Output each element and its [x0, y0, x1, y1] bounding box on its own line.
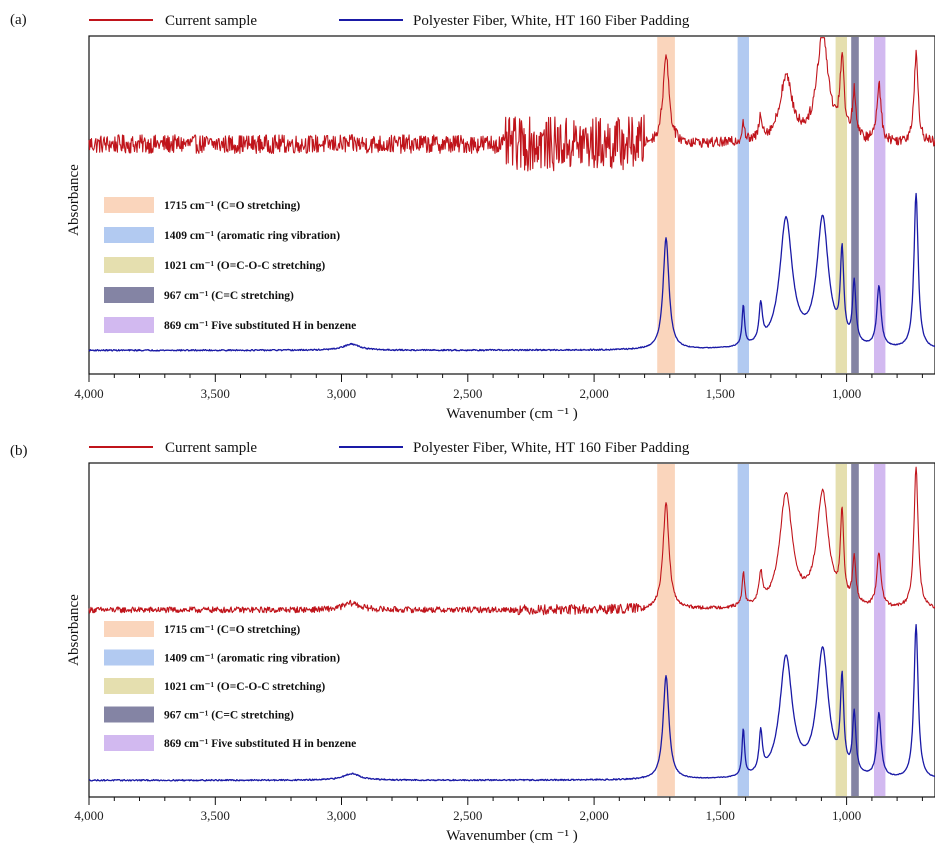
y-axis-title-a: Absorbance — [66, 164, 82, 236]
tick-label-4000-a: 4,000 — [74, 386, 103, 401]
band-1715-b — [657, 464, 675, 796]
band-967-a — [851, 37, 859, 373]
band-1409-b — [737, 464, 749, 796]
x-axis-title-a: Wavenumber (cm ⁻¹ ) — [446, 406, 578, 422]
band-swatch-1715-b — [104, 621, 154, 637]
x-axis-title-b: Wavenumber (cm ⁻¹ ) — [446, 828, 578, 844]
band-swatch-869-a — [104, 317, 154, 333]
band-legend-a: 1715 cm⁻¹ (C=O stretching) 1409 cm⁻¹ (aro… — [104, 197, 356, 333]
band-label-1409-b: 1409 cm⁻¹ (aromatic ring vibration) — [164, 653, 340, 665]
band-1715-a — [657, 37, 675, 373]
band-label-1715-b: 1715 cm⁻¹ (C=O stretching) — [164, 624, 300, 636]
band-label-967-a: 967 cm⁻¹ (C=C stretching) — [164, 290, 294, 302]
tick-label-1000-b: 1,000 — [832, 808, 861, 823]
band-label-1715-a: 1715 cm⁻¹ (C=O stretching) — [164, 200, 300, 212]
panel-b-letter: (b) — [10, 443, 28, 459]
tick-label-2500-a: 2,500 — [453, 386, 482, 401]
band-swatch-1409-a — [104, 227, 154, 243]
trace-reference-a — [88, 192, 935, 352]
bands-b — [657, 464, 886, 796]
legend-label-current-sample-b: Current sample — [165, 440, 257, 456]
band-swatch-967-a — [104, 287, 154, 303]
band-869-a — [874, 37, 886, 373]
panel-b: (b) Current sample Polyester Fiber, Whit… — [10, 440, 935, 844]
tick-label-3500-a: 3,500 — [201, 386, 230, 401]
tick-label-4000-b: 4,000 — [74, 808, 103, 823]
tick-label-3500-b: 3,500 — [201, 808, 230, 823]
band-swatch-869-b — [104, 735, 154, 751]
band-1409-a — [737, 37, 749, 373]
band-1021-b — [835, 464, 847, 796]
band-swatch-1021-a — [104, 257, 154, 273]
band-869-b — [874, 464, 886, 796]
legend-label-reference-a: Polyester Fiber, White, HT 160 Fiber Pad… — [413, 13, 690, 29]
band-swatch-1021-b — [104, 678, 154, 694]
band-label-869-b: 869 cm⁻¹ Five substituted H in benzene — [164, 738, 356, 750]
trace-reference-b — [88, 624, 935, 782]
band-swatch-967-b — [104, 706, 154, 723]
plot-frame-b — [88, 462, 935, 798]
tick-label-1500-b: 1,500 — [706, 808, 735, 823]
traces-b — [88, 466, 935, 782]
band-label-1021-b: 1021 cm⁻¹ (O=C-O-C stretching) — [164, 681, 325, 693]
band-label-967-b: 967 cm⁻¹ (C=C stretching) — [164, 710, 294, 722]
legend-label-current-sample-a: Current sample — [165, 13, 257, 29]
band-label-1021-a: 1021 cm⁻¹ (O=C-O-C stretching) — [164, 260, 325, 272]
band-label-869-a: 869 cm⁻¹ Five substituted H in benzene — [164, 320, 356, 332]
band-1021-a — [835, 37, 847, 373]
tick-label-3000-b: 3,000 — [327, 808, 356, 823]
plot-frame-a — [88, 35, 935, 375]
band-legend-b: 1715 cm⁻¹ (C=O stretching) 1409 cm⁻¹ (aro… — [104, 621, 356, 751]
trace-current-sample-b — [88, 466, 935, 616]
bands-a — [657, 37, 886, 373]
tick-label-2000-a: 2,000 — [579, 386, 608, 401]
tick-label-2500-b: 2,500 — [453, 808, 482, 823]
band-label-1409-a: 1409 cm⁻¹ (aromatic ring vibration) — [164, 230, 340, 242]
y-axis-title-b: Absorbance — [66, 594, 82, 666]
tick-label-3000-a: 3,000 — [327, 386, 356, 401]
traces-a — [88, 37, 935, 352]
legend-label-reference-b: Polyester Fiber, White, HT 160 Fiber Pad… — [413, 440, 690, 456]
band-967-b — [851, 464, 859, 796]
tick-label-1000-a: 1,000 — [832, 386, 861, 401]
x-ticks-b: 4,000 3,500 3,000 2,500 2,000 1,500 1,000 — [74, 797, 923, 823]
trace-current-sample-a — [88, 37, 935, 172]
panel-a-letter: (a) — [10, 12, 27, 28]
tick-label-1500-a: 1,500 — [706, 386, 735, 401]
x-ticks-a: 4,000 3,500 3,000 2,500 2,000 1,500 1,000 — [74, 374, 923, 401]
panel-a: (a) Current sample Polyester Fiber, Whit… — [10, 12, 935, 422]
band-swatch-1409-b — [104, 649, 154, 666]
tick-label-2000-b: 2,000 — [579, 808, 608, 823]
band-swatch-1715-a — [104, 197, 154, 213]
